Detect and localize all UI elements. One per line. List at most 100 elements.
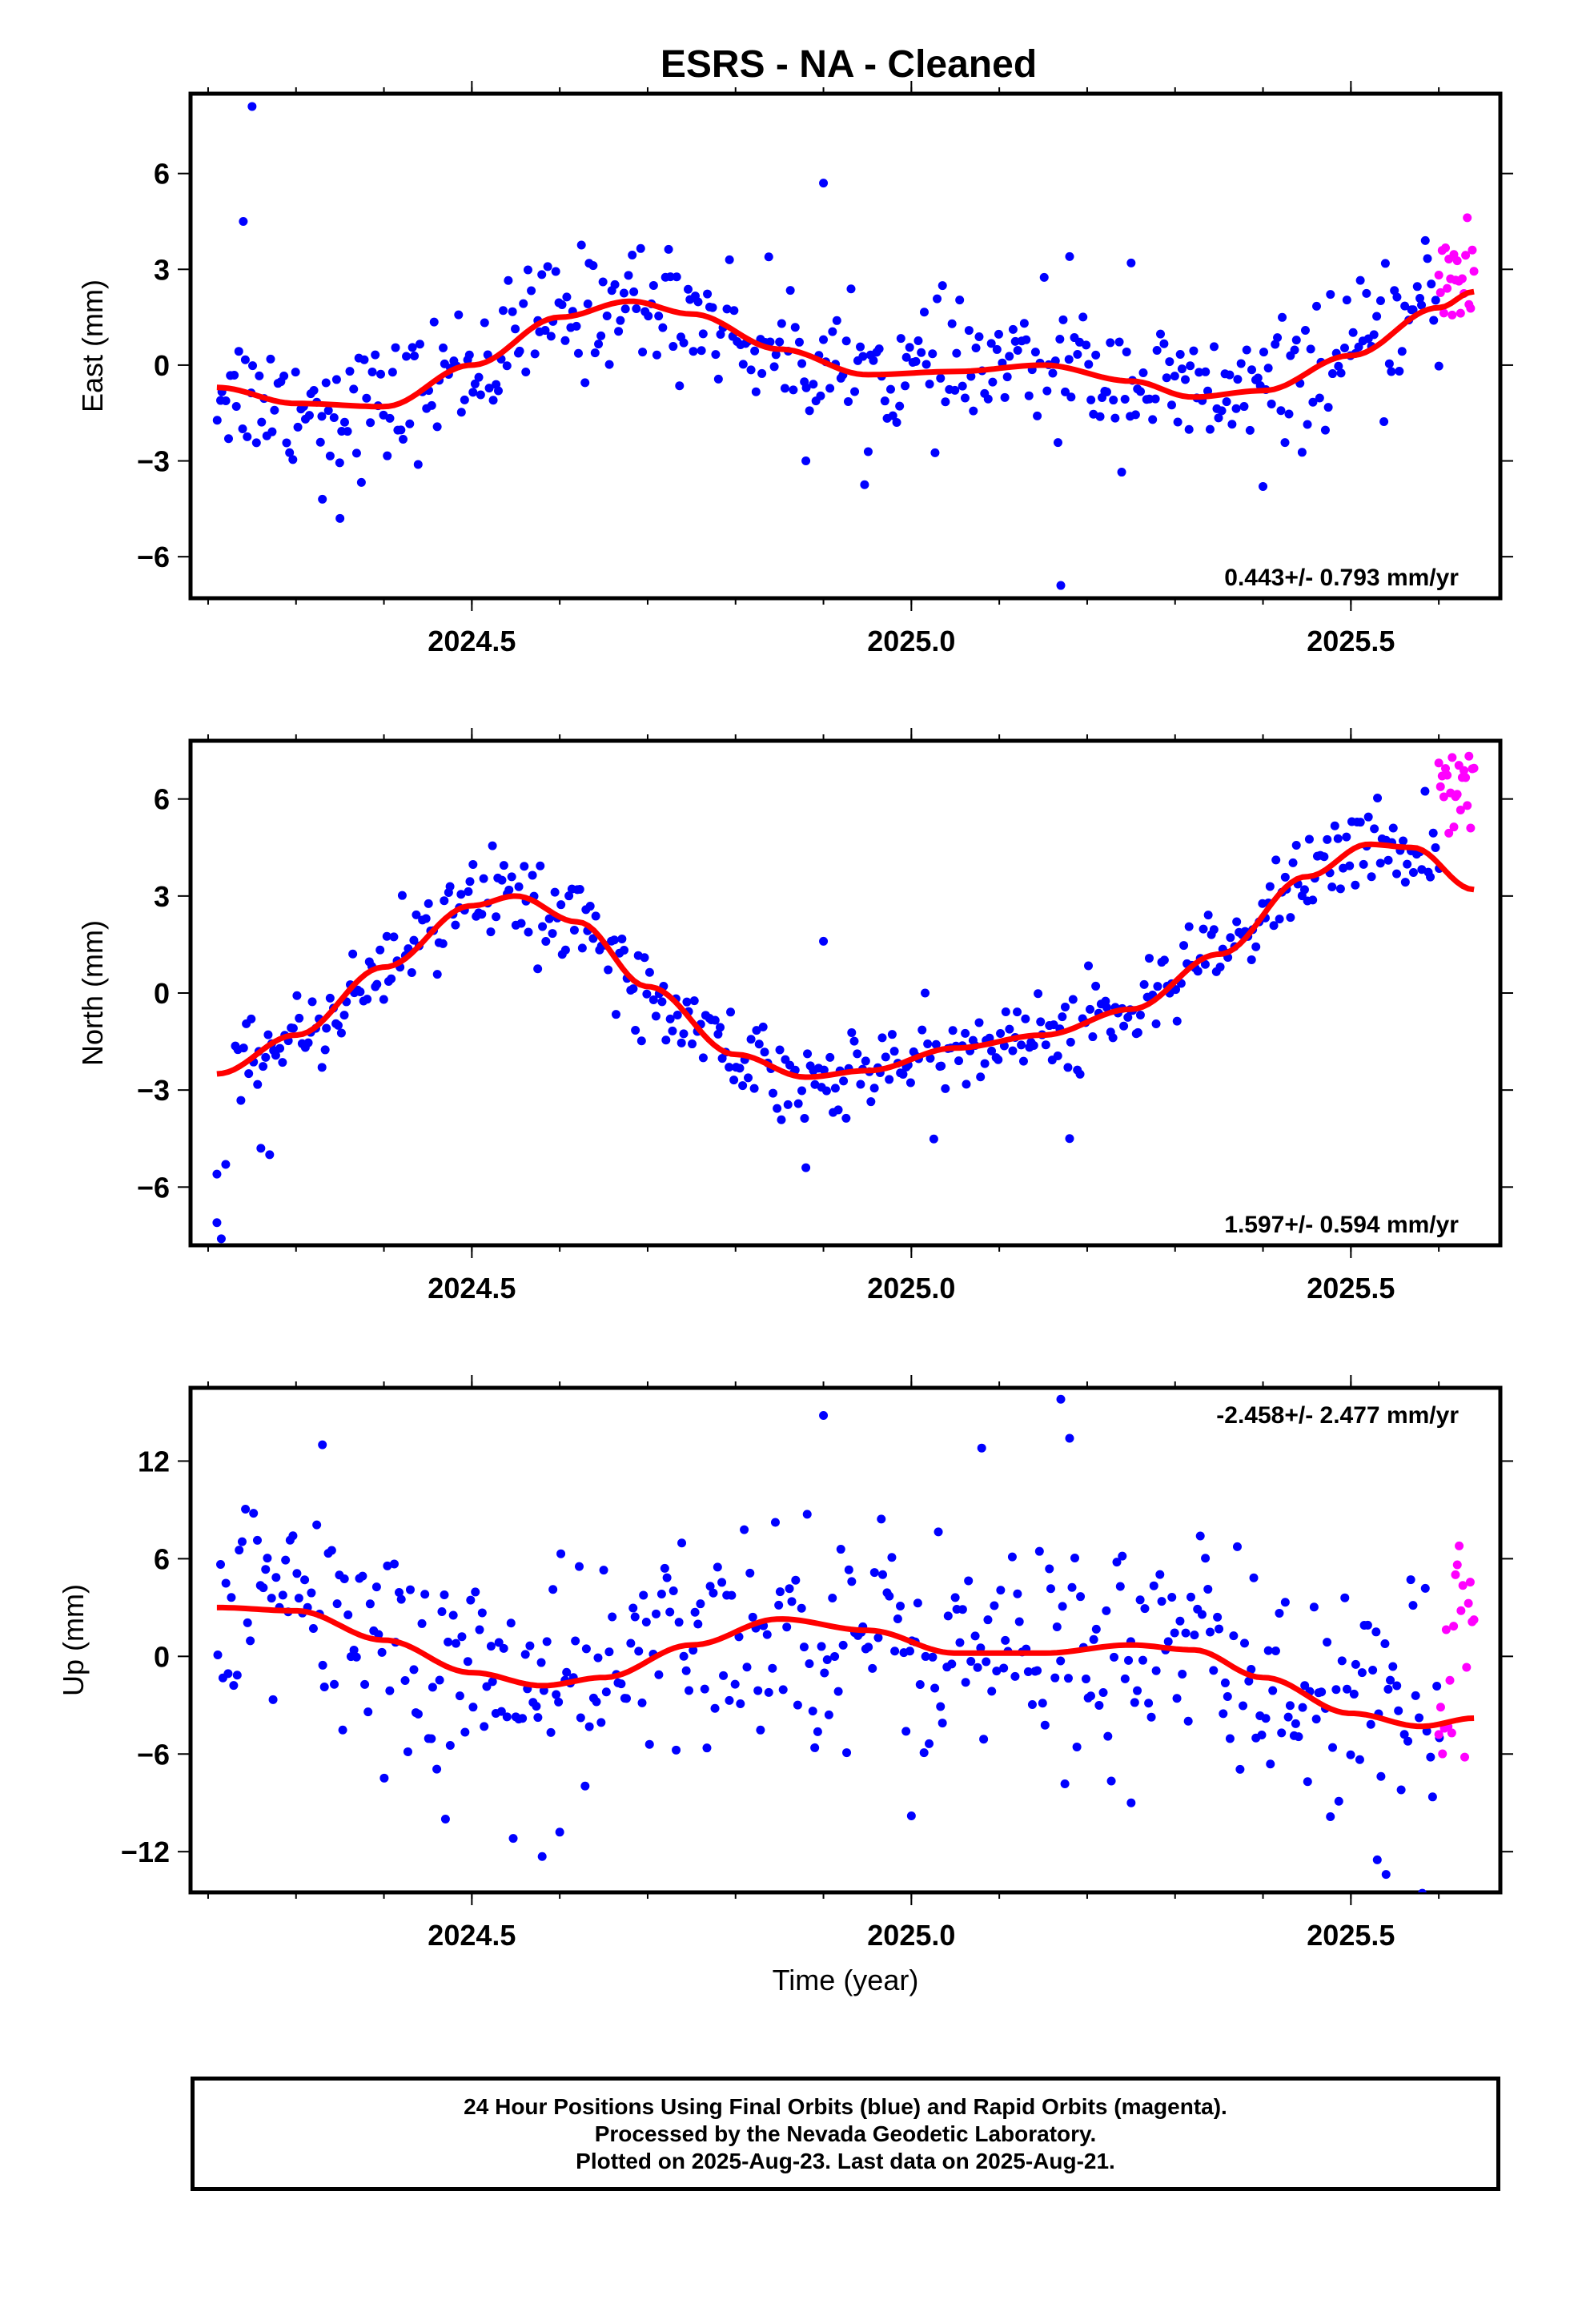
up-panel: 2024.5 2025.0 2025.5 −12 −6 0 6 12 Up (mm) -2.458… (57, 1375, 1513, 1952)
final-orbit-point (304, 411, 314, 420)
final-orbit-point (1309, 1602, 1319, 1612)
final-orbit-point (1076, 1592, 1086, 1602)
final-orbit-point (644, 312, 653, 321)
final-orbit-point (604, 360, 614, 369)
final-orbit-point (1392, 869, 1402, 879)
final-orbit-point (873, 1633, 883, 1642)
final-orbit-point (999, 1663, 1009, 1673)
final-orbit-point (838, 1640, 848, 1650)
final-orbit-point (1219, 1709, 1228, 1719)
final-orbit-point (318, 494, 327, 504)
final-orbit-point (343, 1610, 353, 1620)
final-orbit-point (223, 434, 233, 444)
final-orbit-point (1106, 1776, 1116, 1786)
final-orbit-point (440, 896, 449, 906)
final-orbit-point (375, 945, 385, 955)
final-orbit-point (979, 1735, 989, 1744)
final-orbit-point (1384, 359, 1394, 368)
final-orbit-point (409, 935, 419, 945)
final-orbit-point (644, 967, 654, 977)
final-orbit-point (785, 1584, 794, 1594)
final-orbit-point (330, 1679, 339, 1689)
y-tick-label: 0 (154, 1640, 170, 1673)
final-orbit-point (937, 1061, 946, 1071)
final-orbit-point (247, 102, 257, 111)
final-orbit-point (1109, 396, 1118, 405)
final-orbit-point (669, 1586, 678, 1595)
final-orbit-point (768, 1088, 777, 1098)
final-orbit-point (1333, 834, 1343, 843)
footer-line-2: Processed by the Nevada Geodetic Laborat… (594, 2121, 1097, 2146)
final-orbit-point (682, 997, 692, 1007)
final-orbit-point (1120, 1674, 1130, 1683)
final-orbit-point (268, 1695, 278, 1704)
footer-line-3: Plotted on 2025-Aug-23. Last data on 202… (576, 2148, 1115, 2173)
final-orbit-point (819, 1411, 829, 1421)
final-orbit-point (1268, 1686, 1278, 1695)
final-orbit-point (440, 1815, 450, 1824)
final-orbit-point (866, 1097, 876, 1107)
final-orbit-point (275, 1043, 285, 1053)
final-orbit-point (636, 1036, 646, 1046)
final-orbit-point (1235, 1764, 1245, 1774)
final-orbit-point (693, 297, 703, 307)
final-orbit-point (528, 870, 537, 880)
final-orbit-point (1021, 1014, 1030, 1023)
final-orbit-point (648, 995, 658, 1005)
x-axis-label: Time (year) (773, 1964, 919, 1996)
final-orbit-point (725, 1695, 734, 1705)
rapid-orbit-point (1463, 801, 1472, 810)
final-orbit-point (674, 1618, 684, 1627)
rapid-orbit-point (1456, 308, 1465, 318)
final-orbit-point (405, 419, 415, 428)
final-orbit-point (1233, 375, 1243, 384)
final-orbit-point (1184, 424, 1194, 434)
final-orbit-point (1013, 1589, 1022, 1598)
final-orbit-point (321, 378, 331, 388)
final-orbit-point (1135, 1595, 1145, 1605)
final-orbit-point (783, 1100, 793, 1109)
final-orbit-point (1340, 1593, 1350, 1602)
final-orbit-point (1280, 1598, 1290, 1607)
final-orbit-point (508, 1834, 518, 1844)
final-orbit-point (617, 934, 627, 943)
final-orbit-point (1010, 1671, 1020, 1681)
final-orbit-point (252, 1535, 262, 1545)
final-orbit-point (905, 1078, 915, 1088)
final-orbit-point (317, 412, 327, 421)
final-orbit-point (1060, 1779, 1070, 1788)
final-orbit-point (1053, 438, 1062, 448)
final-orbit-point (1215, 962, 1225, 971)
final-orbit-point (294, 1594, 303, 1603)
final-orbit-point (454, 310, 464, 320)
final-orbit-point (801, 383, 811, 392)
final-orbit-point (1376, 1771, 1386, 1781)
final-orbit-point (621, 1694, 631, 1703)
final-orbit-point (1066, 392, 1076, 402)
final-orbit-point (983, 394, 993, 404)
final-orbit-point (575, 885, 584, 895)
final-orbit-point (1118, 1551, 1127, 1561)
final-orbit-point (212, 1169, 222, 1179)
final-orbit-point (689, 1646, 698, 1655)
final-orbit-point (415, 340, 424, 349)
final-orbit-point (1193, 967, 1203, 976)
final-orbit-point (396, 1594, 406, 1604)
final-orbit-point (407, 968, 416, 978)
final-orbit-point (921, 988, 930, 998)
final-orbit-point (1081, 1675, 1090, 1684)
final-orbit-point (560, 945, 570, 955)
final-orbit-point (1345, 861, 1355, 870)
final-orbit-point (336, 1028, 346, 1038)
final-orbit-point (348, 949, 358, 959)
final-orbit-point (257, 417, 267, 427)
final-orbit-point (1383, 1684, 1393, 1694)
final-orbit-point (532, 1702, 541, 1711)
fit-curve (216, 1604, 1475, 1730)
final-orbit-point (548, 1585, 558, 1594)
final-orbit-point (1434, 361, 1443, 371)
final-orbit-point (1242, 345, 1251, 355)
final-orbit-point (976, 1072, 986, 1082)
final-orbit-point (808, 1707, 817, 1716)
final-orbit-point (790, 323, 800, 332)
